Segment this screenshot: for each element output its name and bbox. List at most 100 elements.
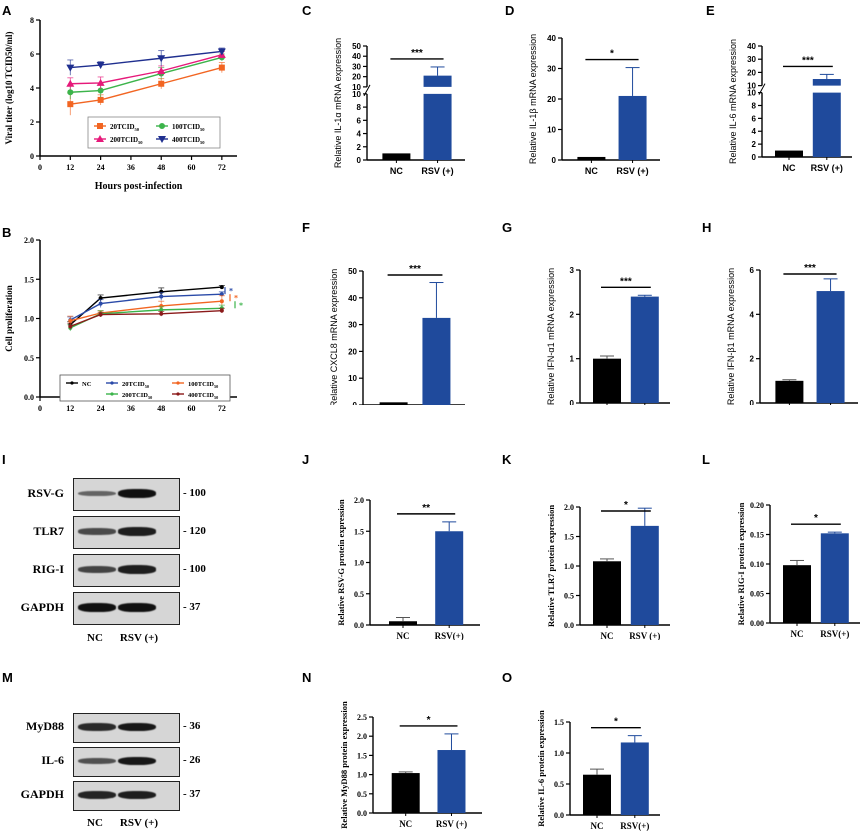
panel-label-d: D (505, 3, 515, 18)
data-point (97, 123, 103, 129)
y-tick-label: 1.0 (554, 749, 564, 758)
y-axis-title: Relative MyD88 protein expression (339, 701, 349, 829)
y-tick-label: 20 (348, 347, 357, 356)
data-point (98, 301, 103, 306)
data-point (219, 299, 224, 304)
band-rsv (118, 527, 156, 536)
y-tick-label: 0 (570, 399, 575, 405)
molecular-weight-label: - 100 (183, 486, 206, 499)
y-axis-title: Cell proliferation (4, 285, 14, 352)
blot-membrane-myd88 (73, 713, 180, 743)
legend-label: 20TCID50 (122, 381, 149, 389)
significance-stars: * (427, 715, 431, 726)
molecular-weight-label: - 37 (183, 600, 201, 613)
legend-label: 200TCID50 (110, 136, 143, 145)
y-tick-label: 2.0 (357, 732, 367, 741)
legend-label: 20TCID50 (110, 123, 140, 132)
data-point (158, 136, 166, 143)
chart-n-myd88-protein: 0.0 0.5 1.0 1.5 2.0 2.5 NC RSV (+) * Relative MyD… (339, 701, 482, 829)
data-point (219, 308, 224, 313)
series-line-20TCID50 (69, 293, 222, 321)
significance-stars: ** (422, 503, 430, 514)
x-tick-label: 36 (127, 163, 135, 172)
y-axis-title: Relative IFN-α1 mRNA expression (546, 268, 556, 405)
y-tick-label: 0 (752, 153, 757, 162)
category-label: NC (399, 819, 412, 829)
chart-g-ifna1-mrna: 0123NCRSV (+)***Relative IFN-α1 mRNA exp… (546, 266, 670, 405)
bar-nc (783, 565, 811, 623)
bar-rsv (812, 92, 841, 157)
category-label: RSV(+) (435, 631, 464, 640)
x-tick-label: 12 (66, 163, 74, 172)
data-point (96, 78, 105, 86)
lane-label: NC (87, 632, 103, 644)
y-tick-label: 0.5 (354, 590, 364, 599)
data-point (67, 89, 74, 96)
band-rsv (118, 722, 156, 732)
blot-row-label: GAPDH (20, 599, 64, 614)
y-tick-label: 8 (357, 103, 362, 112)
data-point (219, 292, 224, 297)
data-point (98, 312, 103, 317)
panel-label-h: H (702, 220, 712, 235)
y-tick-label: 4 (357, 130, 362, 139)
legend-marker (110, 381, 114, 385)
significance-stars: *** (620, 276, 632, 287)
blot-membrane-gapdh (73, 592, 180, 625)
y-tick-label: 10 (348, 374, 357, 383)
bar-rsv (423, 93, 452, 160)
molecular-weight-label: - 100 (183, 562, 206, 575)
y-tick-label: 0.0 (357, 809, 367, 818)
y-axis-title: Relative IFN-β1 mRNA expression (726, 268, 736, 405)
y-tick-label: 3 (570, 266, 575, 275)
bar-rsv (422, 317, 451, 405)
y-tick-label: 2.0 (564, 503, 574, 512)
blot-membrane-gapdh (73, 781, 180, 811)
y-axis-title: Relative TLR7 protein expression (546, 505, 556, 627)
category-label: NC (601, 631, 614, 640)
y-tick-label: 1.0 (354, 559, 364, 568)
chart-l-rigi-protein: 0.00 0.05 0.10 0.15 0.20 NC RSV(+) * Relative RI… (736, 501, 860, 639)
category-label: RSV (+) (629, 631, 660, 640)
legend-marker (110, 392, 114, 396)
panel-label-m: M (2, 670, 13, 685)
series-line-200TCID50 (70, 54, 223, 85)
bar-rsv (820, 533, 849, 623)
blot-membrane-rig-i (73, 554, 180, 587)
y-tick-label: 10 (352, 90, 361, 99)
panel-label-b: B (2, 225, 12, 240)
series-line-400TCID50 (70, 50, 222, 69)
y-tick-label: 2 (752, 140, 757, 149)
blot-membrane-rsv-g (73, 478, 180, 511)
lane-label: NC (87, 817, 103, 829)
x-tick-label: 12 (66, 404, 74, 413)
y-axis-title: Relative IL-1α mRNA expression (333, 38, 343, 168)
y-tick-label: 0 (357, 156, 362, 165)
x-axis-title: Hours post-infection (95, 181, 183, 192)
significance-stars: *** (802, 55, 814, 66)
series-line-400TCID50 (70, 309, 222, 328)
panel-label-o: O (502, 670, 513, 685)
y-tick-label: 30 (747, 55, 756, 64)
category-label: RSV (+) (616, 166, 648, 176)
blot-row-label: MyD88 (26, 719, 64, 733)
blot-row-label: RIG-I (32, 561, 64, 576)
y-tick-label: 0.5 (564, 592, 574, 601)
y-tick-label: 1.0 (24, 315, 34, 324)
x-tick-label: 0 (38, 163, 42, 172)
data-point (218, 64, 225, 71)
y-tick-label: 1 (570, 355, 575, 364)
panel-label-c: C (302, 3, 312, 18)
bar-nc (391, 773, 420, 813)
y-tick-label: 4 (750, 310, 755, 319)
data-point (159, 294, 164, 299)
y-tick-label: 0.0 (354, 621, 364, 630)
panel-label-l: L (702, 452, 710, 467)
bar-rsv (618, 95, 647, 160)
x-tick-label: 60 (188, 404, 196, 413)
blot-row-label: GAPDH (20, 787, 64, 801)
significance-star: * (234, 294, 238, 303)
legend-marker (70, 381, 74, 385)
